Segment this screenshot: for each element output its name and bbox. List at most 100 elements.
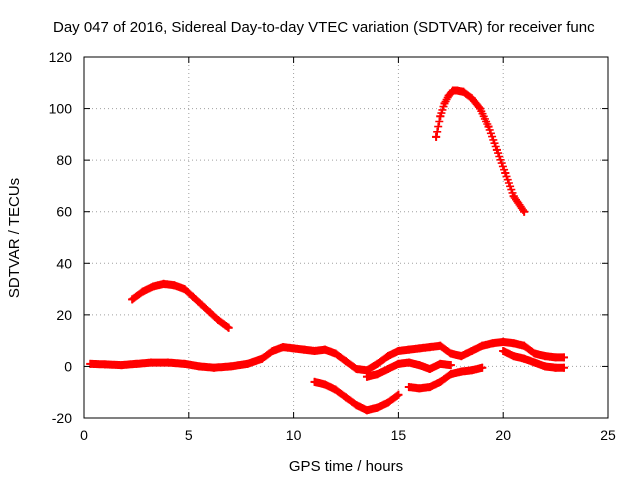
- data-point: [209, 363, 218, 372]
- data-point: [478, 363, 487, 372]
- data-point: [321, 345, 330, 354]
- series-track-5: [362, 358, 455, 381]
- data-point: [446, 370, 455, 379]
- data-point: [132, 359, 141, 368]
- series-track-4: [310, 377, 403, 415]
- data-point: [476, 104, 485, 113]
- data-point: [342, 357, 350, 366]
- data-point: [373, 359, 382, 368]
- data-point: [436, 377, 445, 386]
- data-point: [149, 282, 158, 291]
- data-point: [268, 346, 277, 355]
- data-point: [170, 281, 179, 290]
- y-tick-label: 60: [56, 204, 72, 220]
- data-point: [415, 344, 424, 353]
- data-point: [300, 345, 309, 354]
- series-track-3: [86, 337, 568, 375]
- data-point: [530, 349, 539, 358]
- data-point: [394, 390, 403, 399]
- data-point: [425, 343, 434, 352]
- data-point: [488, 339, 497, 348]
- y-tick-label: 100: [49, 101, 73, 117]
- y-tick-label: 40: [56, 255, 72, 271]
- data-point: [499, 346, 508, 355]
- data-point: [188, 292, 197, 301]
- data-point: [425, 365, 434, 374]
- data-point: [383, 352, 392, 361]
- data-point: [138, 287, 147, 296]
- data-point: [415, 384, 424, 393]
- data-point: [432, 132, 441, 141]
- data-point: [551, 353, 560, 362]
- data-point: [457, 367, 466, 376]
- data-point: [478, 341, 487, 350]
- data-point: [559, 353, 568, 362]
- data-point: [226, 362, 235, 371]
- data-point: [128, 295, 137, 304]
- data-point: [362, 372, 371, 381]
- data-point: [373, 403, 382, 412]
- data-point: [383, 365, 392, 374]
- data-point: [492, 145, 501, 154]
- data-point: [243, 359, 252, 368]
- data-point: [436, 341, 445, 350]
- data-point: [520, 341, 529, 350]
- data-point: [459, 87, 468, 96]
- data-point: [509, 339, 518, 348]
- data-point: [501, 169, 510, 178]
- data-point: [436, 359, 445, 368]
- data-point: [224, 323, 233, 332]
- data-point: [457, 352, 466, 361]
- data-point: [310, 377, 319, 386]
- data-point: [289, 344, 298, 353]
- data-point: [86, 359, 95, 368]
- data-point: [205, 308, 214, 317]
- y-tick-label: -20: [52, 410, 72, 426]
- x-tick-label: 25: [600, 427, 616, 443]
- data-point: [331, 349, 340, 358]
- series-track-1: [128, 279, 233, 332]
- data-point: [258, 354, 267, 363]
- data-point: [467, 366, 476, 375]
- data-point: [467, 346, 476, 355]
- data-point: [342, 393, 350, 402]
- data-point: [499, 337, 508, 346]
- data-point: [404, 383, 413, 392]
- data-point: [530, 358, 539, 367]
- data-point: [440, 99, 449, 108]
- data-point: [279, 343, 288, 352]
- x-tick-label: 0: [80, 427, 88, 443]
- data-point: [197, 300, 206, 309]
- data-point: [446, 361, 455, 370]
- data-point: [520, 354, 529, 363]
- data-point: [100, 360, 109, 369]
- marker-trace: [128, 279, 233, 332]
- data-points: [86, 86, 568, 415]
- x-tick-label: 10: [286, 427, 302, 443]
- data-point: [425, 383, 434, 392]
- data-point: [467, 94, 476, 103]
- data-point: [362, 406, 371, 415]
- data-point: [453, 86, 462, 95]
- data-point: [180, 285, 189, 294]
- axis-ticks: 0 5 10 15 20 25 -20 0 20 40 60 80 100 120: [49, 49, 616, 443]
- data-point: [404, 345, 413, 354]
- data-point: [444, 91, 453, 100]
- y-tick-label: 80: [56, 152, 72, 168]
- data-point: [321, 380, 330, 389]
- data-point: [159, 279, 168, 288]
- data-point: [383, 398, 392, 407]
- data-point: [415, 361, 424, 370]
- data-point: [520, 207, 529, 216]
- data-point: [559, 363, 568, 372]
- data-point: [147, 358, 156, 367]
- data-point: [352, 401, 361, 410]
- data-point: [352, 365, 361, 374]
- data-point: [509, 192, 518, 201]
- data-point: [195, 362, 204, 371]
- data-point: [484, 122, 493, 131]
- y-tick-label: 0: [64, 358, 72, 374]
- data-point: [446, 349, 455, 358]
- data-point: [373, 370, 382, 379]
